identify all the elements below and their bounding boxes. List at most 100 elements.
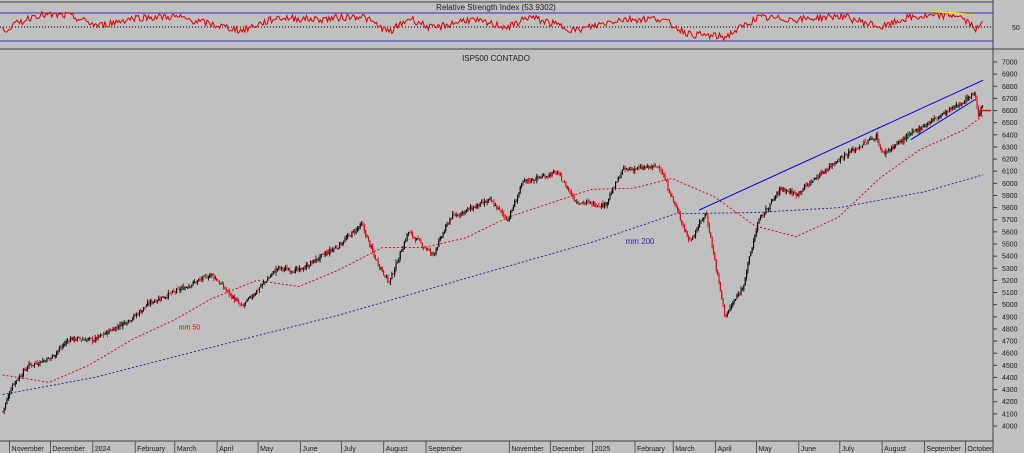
candle-body xyxy=(298,268,300,271)
candle-body xyxy=(314,259,316,263)
candle-body xyxy=(891,146,893,150)
candle-body xyxy=(838,161,840,162)
x-axis-labels: November December 2024 February March April Ma… xyxy=(9,441,993,453)
candle-body xyxy=(708,224,710,233)
candle-body xyxy=(97,335,99,340)
candle-body xyxy=(628,169,630,170)
candle-body xyxy=(712,247,714,253)
candle-body xyxy=(979,113,981,117)
candle-body xyxy=(409,232,411,233)
candle-body xyxy=(428,249,430,251)
candle-body xyxy=(330,249,332,251)
candle-body xyxy=(620,174,622,179)
candle-body xyxy=(682,223,684,226)
rsi-trendline xyxy=(929,10,976,16)
candle-body xyxy=(319,255,321,260)
candle-body xyxy=(38,364,40,366)
candle-body xyxy=(936,117,938,119)
candle-body xyxy=(732,303,734,307)
candle-body xyxy=(982,106,984,108)
candle-body xyxy=(257,289,259,291)
candle-body xyxy=(624,167,626,170)
candle-body xyxy=(467,208,469,210)
candle-body xyxy=(296,268,298,269)
candle-body xyxy=(521,183,523,188)
candle-body xyxy=(256,290,258,294)
candle-body xyxy=(482,201,484,204)
candle-body xyxy=(279,267,281,269)
candle-body xyxy=(228,289,230,295)
candle-body xyxy=(58,348,60,351)
candle-body xyxy=(149,300,151,305)
candle-body xyxy=(844,154,846,159)
candle-body xyxy=(17,379,19,381)
candle-body xyxy=(681,220,683,224)
candle-body xyxy=(471,206,473,210)
candle-body xyxy=(603,202,605,208)
candle-body xyxy=(675,203,677,208)
candle-body xyxy=(187,287,189,289)
candle-body xyxy=(321,254,323,256)
candle-body xyxy=(831,163,833,167)
candle-body xyxy=(61,346,63,348)
candle-body xyxy=(129,320,131,322)
candle-body xyxy=(762,215,764,216)
candle-body xyxy=(788,190,790,193)
candle-body xyxy=(210,273,212,276)
candle-body xyxy=(140,310,142,313)
x-tick-label: June xyxy=(801,446,816,453)
candle-body xyxy=(522,181,524,184)
candle-body xyxy=(424,247,426,248)
candle-body xyxy=(359,223,361,228)
y-tick-label: 5700 xyxy=(1002,217,1018,224)
candle-body xyxy=(722,298,724,305)
candle-body xyxy=(281,266,283,269)
candle-body xyxy=(490,198,492,202)
candle-body xyxy=(304,267,306,269)
candle-body xyxy=(677,207,679,211)
x-tick-label: February xyxy=(137,446,166,453)
candle-body xyxy=(904,136,906,140)
candle-body xyxy=(362,223,364,226)
candle-body xyxy=(344,238,346,242)
candle-body xyxy=(492,201,494,202)
candle-body xyxy=(922,126,924,128)
candle-body xyxy=(212,274,214,275)
candle-body xyxy=(316,258,318,260)
candle-body xyxy=(558,172,560,174)
candle-body xyxy=(64,343,66,346)
candle-body xyxy=(834,163,836,165)
candle-body xyxy=(176,288,178,293)
candle-body xyxy=(688,236,690,240)
candle-body xyxy=(612,187,614,194)
candle-body xyxy=(144,307,146,308)
candle-body xyxy=(739,293,741,295)
candle-body xyxy=(939,116,941,117)
candle-body xyxy=(163,297,165,299)
candle-body xyxy=(507,219,509,221)
candle-body xyxy=(868,139,870,141)
candle-body xyxy=(526,179,528,182)
candle-body xyxy=(172,290,174,293)
y-tick-label: 6700 xyxy=(1002,96,1018,103)
candle-body xyxy=(446,223,448,226)
candle-body xyxy=(886,150,888,152)
x-tick-label: July xyxy=(842,446,855,453)
candle-body xyxy=(733,300,735,304)
candle-body xyxy=(573,196,575,201)
candle-body xyxy=(947,110,949,112)
candle-body xyxy=(474,206,476,208)
candle-body xyxy=(21,375,23,377)
candle-body xyxy=(35,362,37,364)
candle-body xyxy=(678,210,680,214)
candle-body xyxy=(638,167,640,168)
candle-body xyxy=(561,175,563,182)
candle-body xyxy=(174,291,176,293)
candle-body xyxy=(551,172,553,176)
candle-body xyxy=(819,175,821,178)
candle-body xyxy=(845,153,847,155)
y-tick-label: 6500 xyxy=(1002,120,1018,127)
candle-body xyxy=(238,301,240,304)
candle-body xyxy=(401,251,403,253)
